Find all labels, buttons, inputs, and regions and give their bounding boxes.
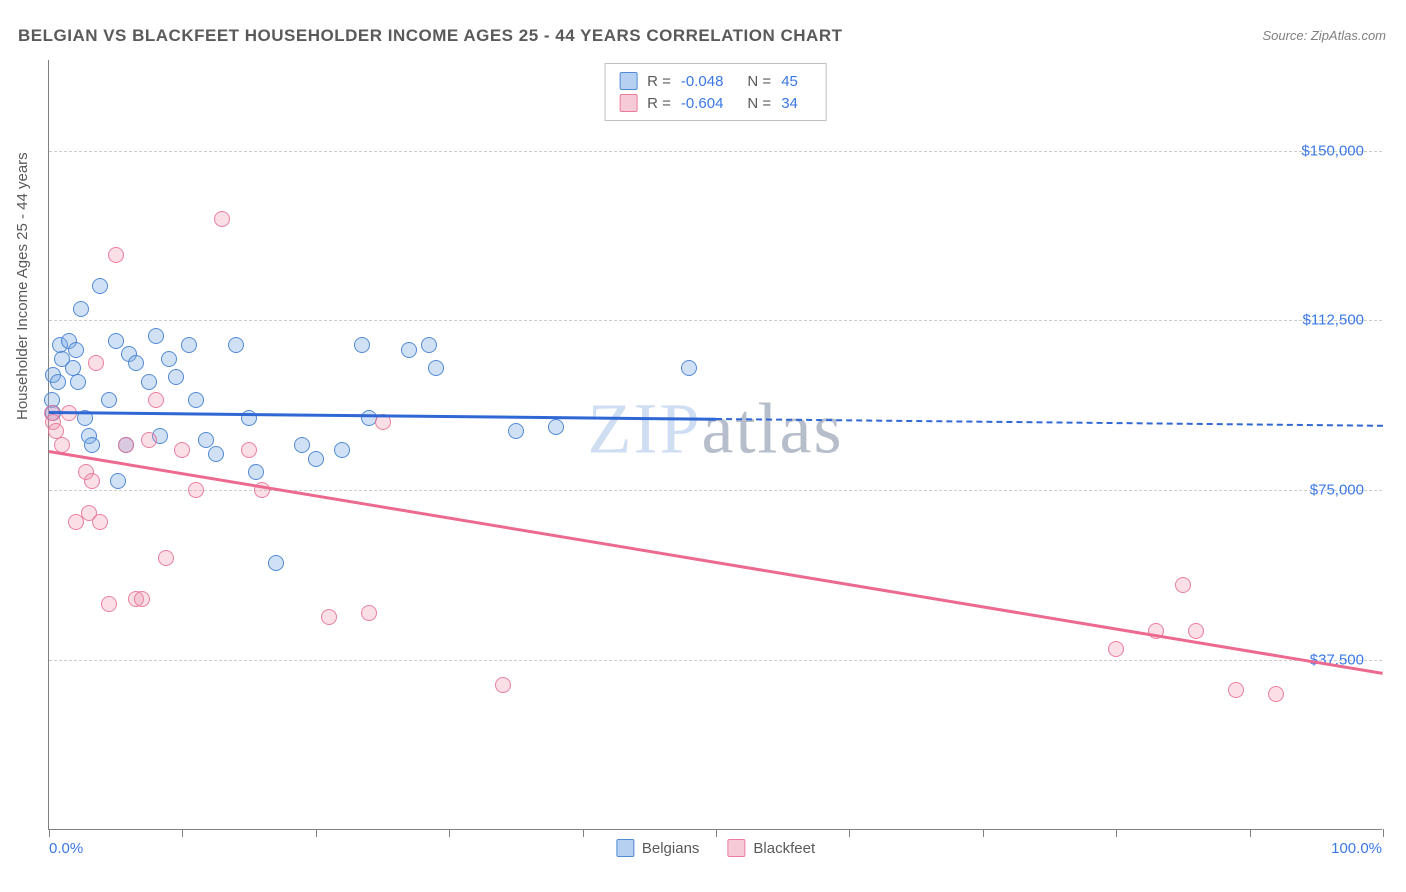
- x-tick-mark: [316, 829, 317, 837]
- x-tick-mark: [1116, 829, 1117, 837]
- data-point-blackfeet: [1188, 623, 1204, 639]
- data-point-belgians: [92, 278, 108, 294]
- legend-stats-row-blackfeet: R = -0.604 N = 34: [619, 92, 812, 114]
- data-point-belgians: [334, 442, 350, 458]
- data-point-belgians: [248, 464, 264, 480]
- data-point-belgians: [148, 328, 164, 344]
- gridline: [49, 490, 1382, 491]
- data-point-belgians: [181, 337, 197, 353]
- gridline: [49, 660, 1382, 661]
- data-point-blackfeet: [1175, 577, 1191, 593]
- r-value-belgians: -0.048: [681, 73, 724, 90]
- data-point-belgians: [354, 337, 370, 353]
- data-point-belgians: [508, 423, 524, 439]
- data-point-belgians: [68, 342, 84, 358]
- data-point-blackfeet: [188, 482, 204, 498]
- data-point-blackfeet: [1228, 682, 1244, 698]
- data-point-blackfeet: [88, 355, 104, 371]
- swatch-belgians: [616, 839, 634, 857]
- y-axis-label: Householder Income Ages 25 - 44 years: [14, 152, 31, 420]
- watermark: ZIPatlas: [588, 388, 844, 471]
- data-point-blackfeet: [174, 442, 190, 458]
- y-tick-label: $75,000: [1310, 482, 1364, 499]
- trendline: [49, 450, 1383, 674]
- x-tick-mark: [49, 829, 50, 837]
- data-point-belgians: [421, 337, 437, 353]
- gridline: [49, 151, 1382, 152]
- data-point-belgians: [50, 374, 66, 390]
- data-point-blackfeet: [158, 550, 174, 566]
- legend-item-blackfeet: Blackfeet: [727, 839, 815, 857]
- x-tick-mark: [449, 829, 450, 837]
- data-point-belgians: [294, 437, 310, 453]
- data-point-belgians: [141, 374, 157, 390]
- legend-item-belgians: Belgians: [616, 839, 700, 857]
- data-point-belgians: [308, 451, 324, 467]
- data-point-belgians: [188, 392, 204, 408]
- data-point-blackfeet: [118, 437, 134, 453]
- data-point-belgians: [110, 473, 126, 489]
- data-point-blackfeet: [1268, 686, 1284, 702]
- gridline: [49, 320, 1382, 321]
- data-point-blackfeet: [495, 677, 511, 693]
- data-point-belgians: [84, 437, 100, 453]
- x-tick-mark: [583, 829, 584, 837]
- n-value-blackfeet: 34: [781, 95, 798, 112]
- r-value-blackfeet: -0.604: [681, 95, 724, 112]
- data-point-blackfeet: [141, 432, 157, 448]
- y-tick-label: $112,500: [1303, 312, 1364, 329]
- swatch-belgians: [619, 72, 637, 90]
- y-tick-label: $150,000: [1301, 142, 1364, 159]
- trendline-extrapolated: [716, 418, 1383, 427]
- x-tick-mark: [182, 829, 183, 837]
- swatch-blackfeet: [619, 94, 637, 112]
- data-point-blackfeet: [214, 211, 230, 227]
- data-point-belgians: [401, 342, 417, 358]
- data-point-belgians: [168, 369, 184, 385]
- data-point-blackfeet: [241, 442, 257, 458]
- x-tick-label: 100.0%: [1331, 840, 1382, 857]
- data-point-belgians: [208, 446, 224, 462]
- data-point-belgians: [681, 360, 697, 376]
- x-tick-mark: [849, 829, 850, 837]
- r-label: R =: [647, 95, 671, 112]
- data-point-belgians: [70, 374, 86, 390]
- data-point-belgians: [548, 419, 564, 435]
- n-value-belgians: 45: [781, 73, 798, 90]
- chart-title: BELGIAN VS BLACKFEET HOUSEHOLDER INCOME …: [18, 26, 842, 46]
- x-tick-label: 0.0%: [49, 840, 83, 857]
- x-tick-mark: [1383, 829, 1384, 837]
- data-point-blackfeet: [134, 591, 150, 607]
- data-point-belgians: [161, 351, 177, 367]
- data-point-blackfeet: [101, 596, 117, 612]
- data-point-belgians: [108, 333, 124, 349]
- x-tick-mark: [716, 829, 717, 837]
- x-tick-mark: [983, 829, 984, 837]
- data-point-belgians: [128, 355, 144, 371]
- legend-label-belgians: Belgians: [642, 840, 700, 857]
- source-attribution: Source: ZipAtlas.com: [1262, 28, 1386, 43]
- data-point-blackfeet: [84, 473, 100, 489]
- data-point-belgians: [228, 337, 244, 353]
- data-point-blackfeet: [148, 392, 164, 408]
- data-point-blackfeet: [321, 609, 337, 625]
- legend-stats-row-belgians: R = -0.048 N = 45: [619, 70, 812, 92]
- data-point-belgians: [428, 360, 444, 376]
- legend-stats: R = -0.048 N = 45 R = -0.604 N = 34: [604, 63, 827, 121]
- n-label: N =: [747, 95, 771, 112]
- data-point-blackfeet: [1108, 641, 1124, 657]
- data-point-blackfeet: [361, 605, 377, 621]
- data-point-blackfeet: [92, 514, 108, 530]
- x-tick-mark: [1250, 829, 1251, 837]
- data-point-belgians: [268, 555, 284, 571]
- plot-area: ZIPatlas R = -0.048 N = 45 R = -0.604 N …: [48, 60, 1382, 830]
- data-point-belgians: [101, 392, 117, 408]
- data-point-blackfeet: [108, 247, 124, 263]
- n-label: N =: [747, 73, 771, 90]
- r-label: R =: [647, 73, 671, 90]
- data-point-belgians: [73, 301, 89, 317]
- legend-label-blackfeet: Blackfeet: [753, 840, 815, 857]
- legend-series: Belgians Blackfeet: [616, 839, 815, 857]
- swatch-blackfeet: [727, 839, 745, 857]
